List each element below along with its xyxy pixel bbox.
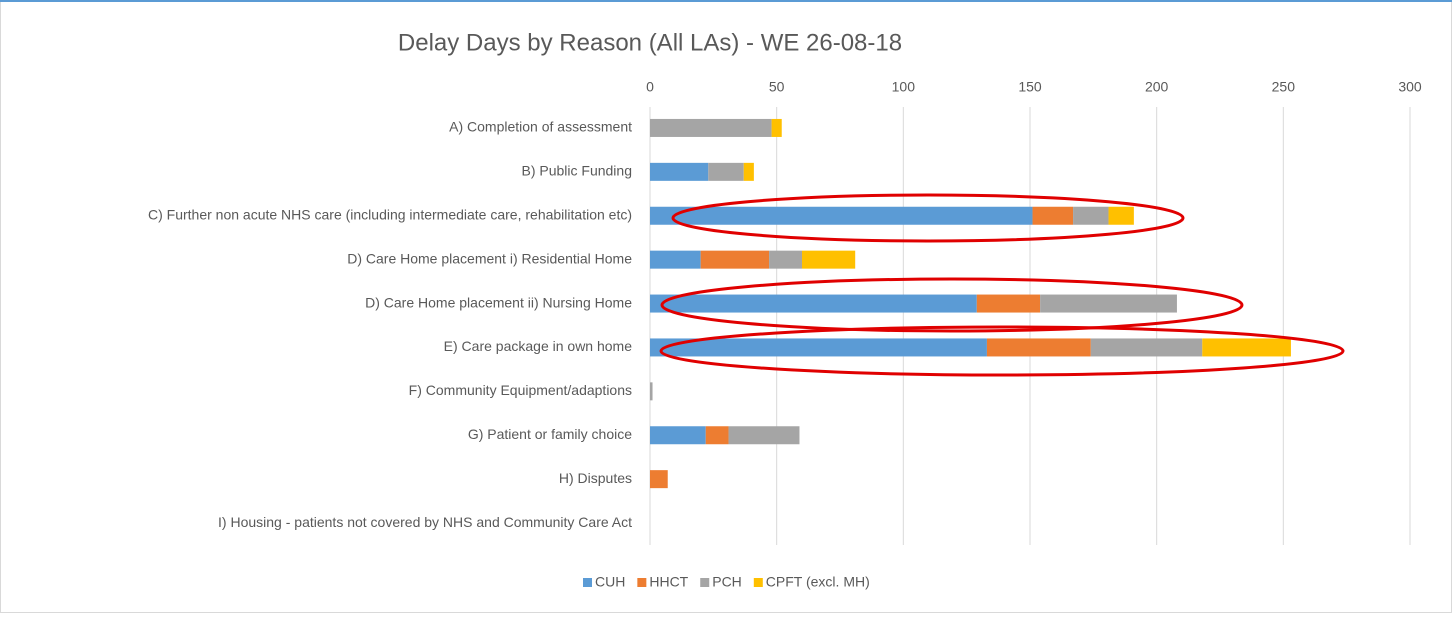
x-tick-label: 0 xyxy=(646,79,654,95)
x-tick-label: 300 xyxy=(1398,79,1422,95)
bar-segment xyxy=(1073,206,1109,225)
bar-segment xyxy=(700,250,770,269)
annotations xyxy=(659,193,1345,377)
bar-segment xyxy=(650,206,1033,225)
bar-segment xyxy=(650,338,987,357)
legend-label: PCH xyxy=(712,574,742,590)
bar-segment xyxy=(802,250,856,269)
bar-segment xyxy=(976,294,1041,313)
bar-segment xyxy=(986,338,1091,357)
bar-segment xyxy=(650,118,772,137)
y-tick-label: B) Public Funding xyxy=(521,163,632,179)
bar-segment xyxy=(771,118,782,137)
highlight-ellipse xyxy=(659,325,1345,377)
y-tick-label: A) Completion of assessment xyxy=(449,119,632,135)
bar-segment xyxy=(650,250,701,269)
bar-segment xyxy=(708,162,744,181)
y-tick-label: D) Care Home placement i) Residential Ho… xyxy=(347,250,632,266)
legend-label: CUH xyxy=(595,574,625,590)
bar-segment xyxy=(1032,206,1074,225)
y-tick-label: D) Care Home placement ii) Nursing Home xyxy=(365,294,632,310)
legend-swatch xyxy=(583,578,592,587)
bar-segment xyxy=(650,382,653,401)
bar-segment xyxy=(1040,294,1177,313)
bar-segment xyxy=(650,162,709,181)
legend-label: HHCT xyxy=(649,574,688,590)
x-tick-label: 250 xyxy=(1272,79,1296,95)
x-tick-label: 100 xyxy=(892,79,916,95)
legend-label: CPFT (excl. MH) xyxy=(766,574,870,590)
y-tick-label: H) Disputes xyxy=(559,470,632,486)
x-tick-label: 50 xyxy=(769,79,785,95)
bar-segment xyxy=(705,426,729,445)
bar-segment xyxy=(743,162,754,181)
legend-swatch xyxy=(700,578,710,587)
y-tick-label: C) Further non acute NHS care (including… xyxy=(148,206,632,222)
y-tick-label: I) Housing - patients not covered by NHS… xyxy=(218,514,632,530)
bar-segment xyxy=(728,426,800,445)
bar-segment xyxy=(650,294,977,313)
bar-segment xyxy=(1090,338,1203,357)
y-tick-label: G) Patient or family choice xyxy=(468,426,632,442)
x-tick-label: 200 xyxy=(1145,79,1169,95)
y-tick-label: F) Community Equipment/adaptions xyxy=(409,382,632,398)
y-tick-label: E) Care package in own home xyxy=(444,338,633,354)
highlight-ellipse xyxy=(671,193,1185,243)
highlight-ellipse xyxy=(660,277,1244,333)
bar-segment xyxy=(650,470,668,489)
chart-title: Delay Days by Reason (All LAs) - WE 26-0… xyxy=(398,29,902,56)
bar-segment xyxy=(1108,206,1134,225)
legend-swatch xyxy=(753,578,763,587)
x-tick-label: 150 xyxy=(1018,79,1042,95)
bar-segment xyxy=(1202,338,1291,357)
legend-swatch xyxy=(637,578,647,587)
bar-segment xyxy=(769,250,802,269)
bar-segment xyxy=(650,426,706,445)
